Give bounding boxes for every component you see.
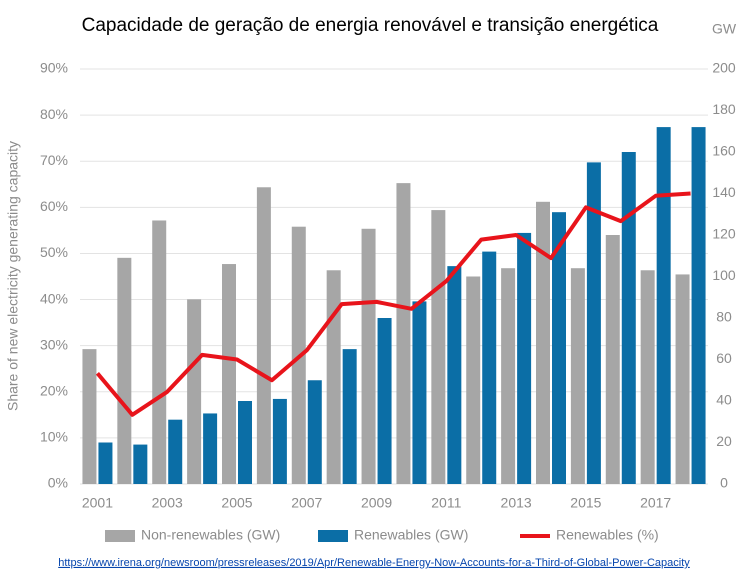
y2-tick-label: 100 xyxy=(712,267,736,283)
y2-axis-title: GW xyxy=(712,21,737,37)
x-tick-label: 2005 xyxy=(221,495,252,511)
y-tick-label: 50% xyxy=(40,244,68,260)
x-tick-label: 2009 xyxy=(361,495,392,511)
y2-tick-label: 160 xyxy=(712,143,736,159)
y2-tick-label: 120 xyxy=(712,226,736,242)
bar xyxy=(238,401,252,484)
bar xyxy=(203,413,218,484)
bar xyxy=(466,276,481,484)
y-tick-label: 60% xyxy=(40,198,68,214)
x-tick-label: 2011 xyxy=(431,495,461,511)
y2-tick-label: 140 xyxy=(712,184,736,200)
bar xyxy=(187,299,202,484)
bar xyxy=(412,301,427,484)
legend-label: Non-renewables (GW) xyxy=(141,527,280,543)
bar xyxy=(272,398,287,484)
bar xyxy=(307,380,322,484)
y2-tick-label: 0 xyxy=(720,475,728,491)
y2-tick-label: 20 xyxy=(716,433,732,449)
y-tick-label: 30% xyxy=(40,336,68,352)
bar xyxy=(482,251,497,484)
y-tick-label: 70% xyxy=(40,152,68,168)
legend-swatch xyxy=(318,530,348,542)
y-tick-label: 0% xyxy=(48,475,68,491)
x-tick-label: 2007 xyxy=(291,495,322,511)
y-tick-label: 40% xyxy=(40,290,68,306)
bar xyxy=(640,270,655,484)
x-tick-label: 2013 xyxy=(501,495,532,511)
bar xyxy=(342,349,357,484)
bar xyxy=(447,266,462,484)
bar xyxy=(675,274,690,484)
bar xyxy=(222,264,236,484)
bar xyxy=(621,152,636,484)
source-link[interactable]: https://www.irena.org/newsroom/pressrele… xyxy=(58,557,690,569)
bar xyxy=(536,201,550,485)
y2-tick-label: 60 xyxy=(716,350,732,366)
x-tick-label: 2001 xyxy=(82,495,113,511)
y2-tick-label: 80 xyxy=(716,309,732,325)
y-tick-label: 80% xyxy=(40,106,68,122)
bar xyxy=(326,270,341,484)
y2-tick-label: 180 xyxy=(712,101,736,117)
x-tick-label: 2003 xyxy=(152,495,183,511)
bar xyxy=(586,162,601,484)
bar xyxy=(98,442,113,484)
bar xyxy=(256,187,271,484)
bar xyxy=(82,349,97,484)
x-tick-label: 2015 xyxy=(570,495,601,511)
bar xyxy=(377,318,392,484)
y-tick-label: 90% xyxy=(40,60,68,76)
y-axis-title: Share of new electricity generating capa… xyxy=(5,141,21,411)
bar xyxy=(656,127,671,484)
chart-title: Capacidade de geração de energia renováv… xyxy=(82,15,659,36)
y2-tick-label: 40 xyxy=(716,392,732,408)
bar xyxy=(517,232,532,484)
x-tick-label: 2017 xyxy=(640,495,671,511)
bar xyxy=(605,235,620,484)
bar xyxy=(168,419,183,484)
legend-label: Renewables (GW) xyxy=(354,527,468,543)
bar xyxy=(117,257,132,484)
bar xyxy=(501,268,516,484)
bar xyxy=(133,444,148,484)
bar xyxy=(431,210,446,484)
bar xyxy=(570,268,585,484)
bar xyxy=(396,183,411,484)
bar xyxy=(552,212,566,485)
bar xyxy=(361,228,376,484)
y-tick-label: 20% xyxy=(40,382,68,398)
legend-label: Renewables (%) xyxy=(556,527,659,543)
bar xyxy=(691,127,706,484)
line xyxy=(95,191,691,417)
bar xyxy=(152,220,167,484)
y-tick-label: 10% xyxy=(40,429,68,445)
y2-tick-label: 200 xyxy=(712,60,736,76)
legend-swatch xyxy=(105,530,135,542)
